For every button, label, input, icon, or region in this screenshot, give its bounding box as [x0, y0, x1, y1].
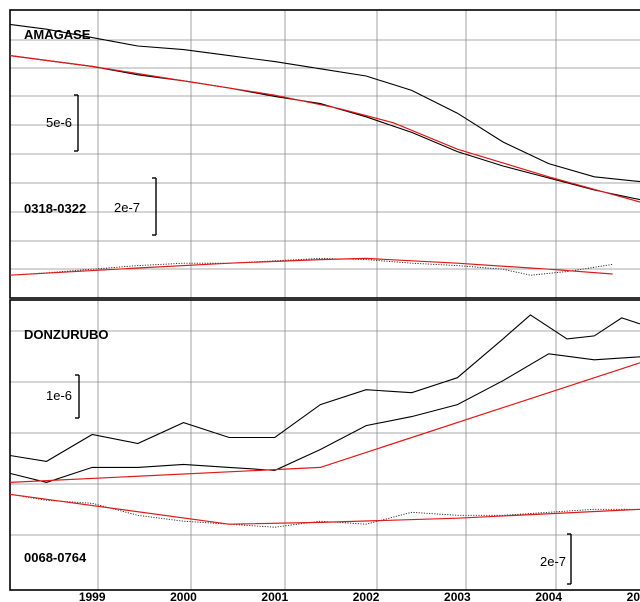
- observed-series: [9, 353, 640, 483]
- x-tick-label: 2005: [627, 590, 640, 602]
- x-tick-label: 1999: [79, 590, 106, 602]
- panel-label: AMAGASE: [24, 27, 91, 42]
- scale-bar-label: 5e-6: [46, 115, 72, 130]
- fit-line: [9, 55, 640, 203]
- observed-series: [9, 493, 640, 528]
- fit-line: [9, 362, 640, 483]
- fit-line: [9, 257, 613, 276]
- x-tick-label: 2003: [444, 590, 471, 602]
- panel-frame: [9, 299, 640, 591]
- x-tick-label: 2000: [170, 590, 197, 602]
- observed-series: [9, 257, 613, 276]
- fit-line: [9, 493, 640, 525]
- observed-series: [9, 314, 640, 462]
- observed-series: [9, 55, 640, 201]
- scale-bar-label: 1e-6: [46, 388, 72, 403]
- station-pair-label: 0318-0322: [24, 201, 86, 216]
- x-tick-label: 2004: [535, 590, 562, 602]
- panel-label: DONZURUBO: [24, 327, 109, 342]
- observed-series: [9, 23, 640, 183]
- scale-bar-label: 2e-7: [540, 554, 566, 569]
- panel-frame: [9, 9, 640, 299]
- x-tick-label: 2001: [261, 590, 288, 602]
- station-pair-label: 0068-0764: [24, 550, 87, 565]
- x-tick-label: 2002: [353, 590, 380, 602]
- scale-bar-label: 2e-7: [114, 200, 140, 215]
